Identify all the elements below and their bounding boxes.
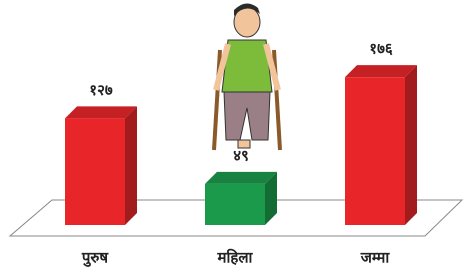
category-label: महिला: [217, 249, 254, 267]
bar: [65, 118, 125, 225]
chart: १२७ पुरुष ४९ महिला १७६ जम्मा: [0, 0, 470, 276]
bar: [345, 77, 405, 225]
category-label: पुरुष: [81, 249, 109, 268]
bar-side: [405, 65, 417, 225]
value-label: १२७: [89, 81, 113, 99]
page: {"chart_data": {"type": "bar3d", "catego…: [0, 0, 470, 276]
category-label: जम्मा: [360, 249, 391, 267]
illustration: [214, 3, 280, 150]
bar-top: [65, 106, 137, 118]
bar-top: [345, 65, 417, 77]
bar-top: [205, 172, 277, 184]
bar-side: [125, 106, 137, 225]
value-label: ४९: [233, 146, 249, 164]
value-label: १७६: [369, 40, 393, 58]
bar: [205, 184, 265, 225]
